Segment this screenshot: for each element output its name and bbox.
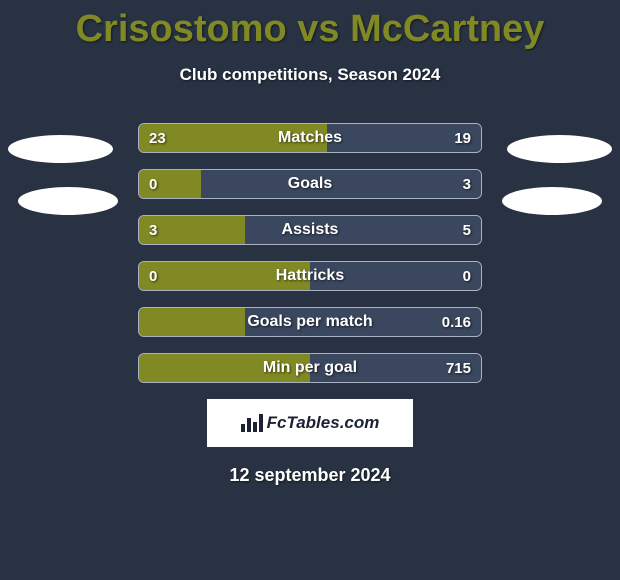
brand-text: FcTables.com	[267, 413, 380, 433]
bar-fill-left	[139, 124, 327, 152]
brand-badge: FcTables.com	[207, 399, 413, 447]
team-left-logo	[8, 135, 113, 163]
bar-value-right: 3	[463, 170, 471, 198]
bar-value-left: 0	[149, 170, 157, 198]
chart-date: 12 september 2024	[0, 465, 620, 486]
bar-row: 35Assists	[138, 215, 482, 245]
bar-value-right: 19	[454, 124, 471, 152]
bar-value-left: 3	[149, 216, 157, 244]
bar-value-left: 23	[149, 124, 166, 152]
bar-fill-left	[139, 262, 310, 290]
bar-fill-right	[245, 216, 481, 244]
bar-row: 00Hattricks	[138, 261, 482, 291]
page-subtitle: Club competitions, Season 2024	[0, 65, 620, 85]
bar-row: 03Goals	[138, 169, 482, 199]
bar-value-left: 0	[149, 262, 157, 290]
bar-list: 2319Matches03Goals35Assists00Hattricks0.…	[138, 123, 482, 383]
page-title: Crisostomo vs McCartney	[0, 0, 620, 51]
team-right-logo-alt	[502, 187, 602, 215]
bar-fill-left	[139, 308, 245, 336]
comparison-chart: 2319Matches03Goals35Assists00Hattricks0.…	[0, 123, 620, 486]
bar-fill-left	[139, 354, 310, 382]
bar-value-right: 0	[463, 262, 471, 290]
bar-row: 0.16Goals per match	[138, 307, 482, 337]
bar-fill-right	[310, 262, 481, 290]
bar-value-right: 0.16	[442, 308, 471, 336]
bar-value-right: 715	[446, 354, 471, 382]
brand-bars-icon	[241, 414, 263, 432]
team-right-logo	[507, 135, 612, 163]
team-left-logo-alt	[18, 187, 118, 215]
bar-fill-right	[201, 170, 481, 198]
bar-row: 715Min per goal	[138, 353, 482, 383]
bar-value-right: 5	[463, 216, 471, 244]
bar-row: 2319Matches	[138, 123, 482, 153]
